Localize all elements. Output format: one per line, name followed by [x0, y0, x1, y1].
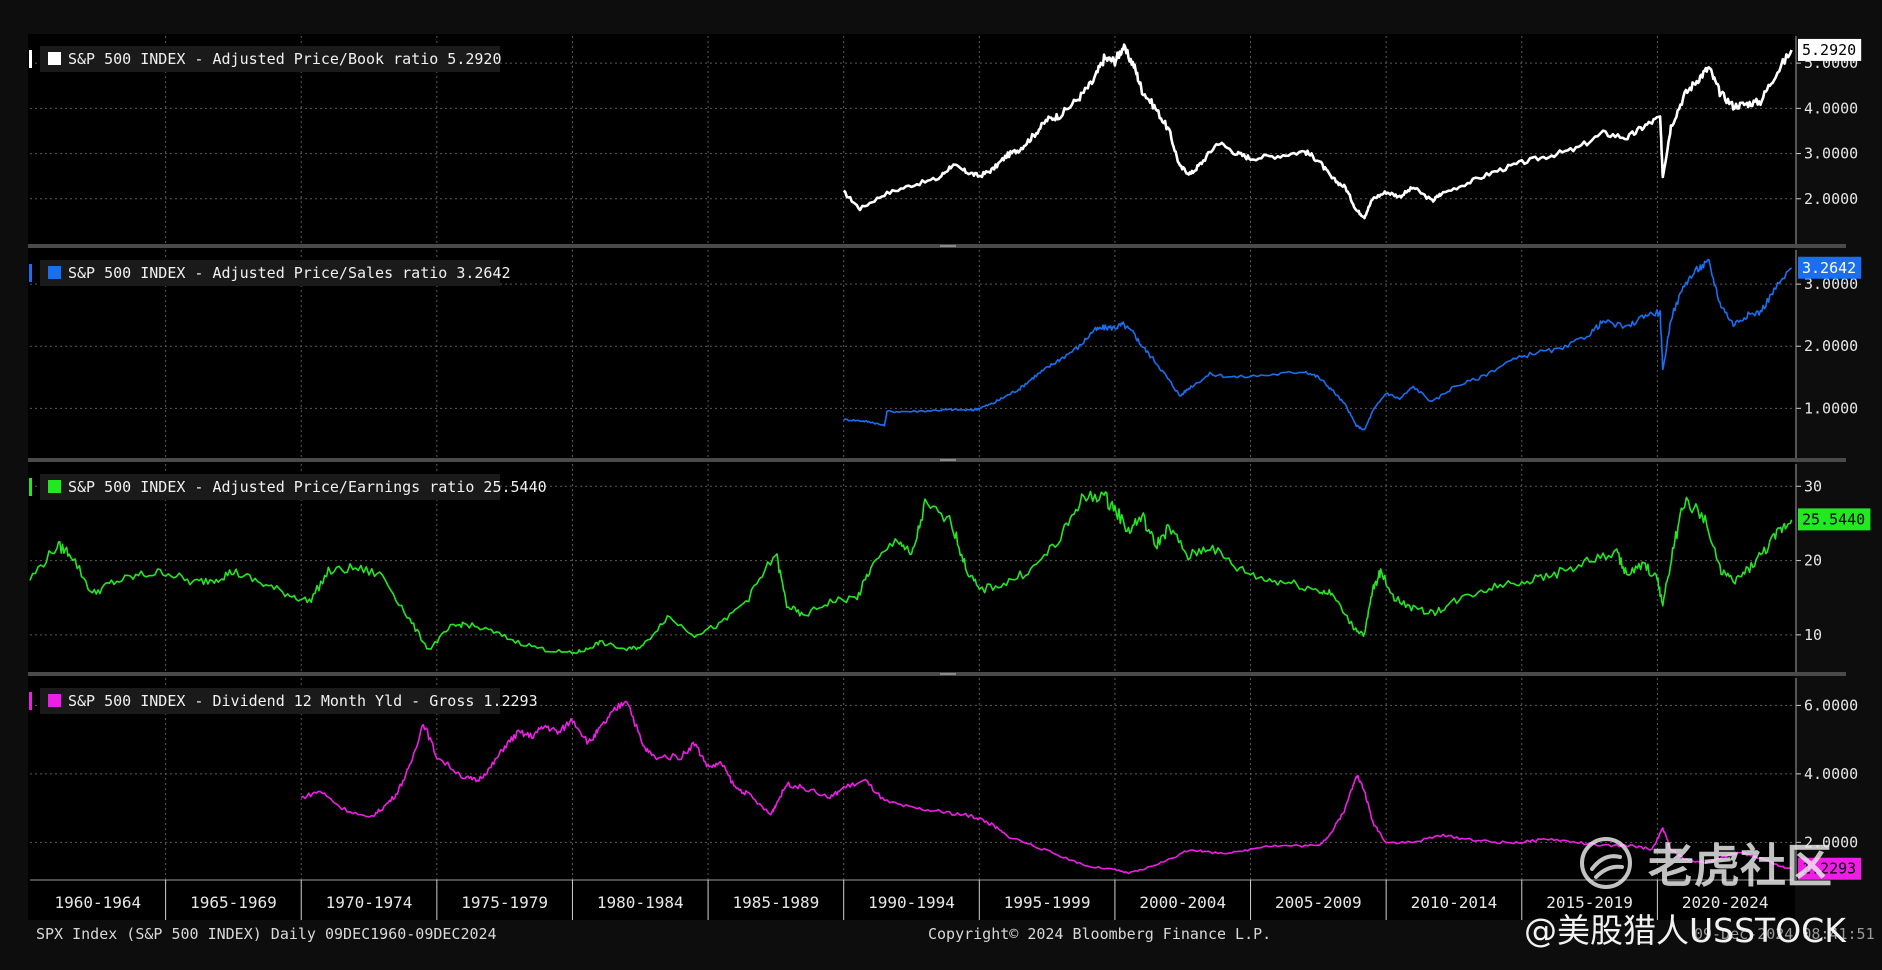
- y-tick-label: 1.0000: [1804, 399, 1858, 417]
- legend-box: [40, 46, 500, 72]
- y-tick-label: 3.0000: [1804, 275, 1858, 293]
- x-tick-label: 2005-2009: [1275, 893, 1362, 912]
- x-tick-label: 1995-1999: [1004, 893, 1091, 912]
- left-edge-marker: [29, 264, 32, 282]
- y-tick-label: 6.0000: [1804, 696, 1858, 714]
- panel-resize-grip: [940, 459, 956, 461]
- footer-timestamp: 09-Dec-2024 08:41:51: [1694, 925, 1875, 943]
- panel-4: 2.0000 4.0000 6.0000 S&P 500 INDEX - Divide…: [29, 678, 1862, 880]
- legend-box: [40, 688, 500, 714]
- last-value-badge: [1798, 857, 1862, 880]
- footer-copyright: Copyright© 2024 Bloomberg Finance L.P.: [928, 925, 1272, 943]
- left-edge-marker: [29, 50, 32, 68]
- y-tick-label: 3.0000: [1804, 145, 1858, 163]
- legend-title: S&P 500 INDEX - Adjusted Price/Earnings …: [68, 478, 547, 496]
- legend-title: S&P 500 INDEX - Adjusted Price/Sales rat…: [68, 264, 511, 282]
- legend-swatch: [48, 52, 61, 65]
- panel-separator: [28, 244, 1846, 248]
- left-edge-marker: [29, 478, 32, 496]
- y-tick-label: 10: [1804, 626, 1822, 644]
- series-line: [842, 43, 1793, 220]
- y-tick-label: 30: [1804, 477, 1822, 495]
- y-tick-label: 20: [1804, 552, 1822, 570]
- last-value-label: 1.2293: [1802, 860, 1856, 878]
- legend-title: S&P 500 INDEX - Adjusted Price/Book rati…: [68, 50, 501, 68]
- panel-resize-grip: [940, 673, 956, 675]
- x-tick-label: 1985-1989: [733, 893, 820, 912]
- x-axis: 1960-1964 1965-1969 1970-1974 1975-1979 1980…: [30, 879, 1793, 920]
- y-tick-label: 4.0000: [1804, 765, 1858, 783]
- last-value-badge: [1798, 38, 1862, 61]
- legend-swatch: [48, 480, 61, 493]
- x-tick-label: 2010-2014: [1411, 893, 1498, 912]
- x-tick-label: 1980-1984: [597, 893, 684, 912]
- last-value-label: 3.2642: [1802, 259, 1856, 277]
- panel-3: 10 20 30 S&P 500 INDEX - Adjusted Price/Ear…: [28, 464, 1871, 676]
- panel-separator: [28, 458, 1846, 462]
- footer-security-info: SPX Index (S&P 500 INDEX) Daily 09DEC196…: [36, 925, 497, 943]
- legend-box: [40, 260, 500, 286]
- x-tick-label: 2015-2019: [1546, 893, 1633, 912]
- watermark-author: @美股猎人USSTOCK: [1524, 911, 1846, 950]
- x-tick-label: 2000-2004: [1139, 893, 1226, 912]
- panel-separator: [28, 672, 1846, 676]
- x-tick-label: 1965-1969: [190, 893, 277, 912]
- legend-swatch: [48, 266, 61, 279]
- legend-title: S&P 500 INDEX - Dividend 12 Month Yld - …: [68, 692, 538, 710]
- watermark-community: 老虎社区: [1578, 830, 1832, 896]
- x-tick-label: 1975-1979: [461, 893, 548, 912]
- series-line: [843, 258, 1793, 431]
- legend-swatch: [48, 694, 61, 707]
- left-edge-marker: [29, 692, 32, 710]
- series-line: [300, 700, 1793, 875]
- last-value-badge: [1798, 256, 1862, 279]
- panel-resize-grip: [940, 245, 956, 247]
- last-value-badge: [1798, 508, 1871, 531]
- x-tick-label: 1990-1994: [868, 893, 955, 912]
- x-tick-label: 2020-2024: [1682, 893, 1769, 912]
- panel-2: 1.0000 2.0000 3.0000 S&P 500 INDEX - Adjust…: [28, 250, 1862, 462]
- series-line: [29, 490, 1793, 655]
- x-tick-label: 1960-1964: [54, 893, 141, 912]
- y-tick-label: 2.0000: [1804, 337, 1858, 355]
- y-tick-label: 2.0000: [1804, 833, 1858, 851]
- x-tick-label: 1970-1974: [326, 893, 413, 912]
- tiger-logo-icon: [1580, 837, 1632, 889]
- y-tick-label: 4.0000: [1804, 99, 1858, 117]
- y-tick-label: 2.0000: [1804, 190, 1858, 208]
- last-value-label: 5.2920: [1802, 41, 1856, 59]
- last-value-label: 25.5440: [1802, 510, 1865, 528]
- watermark-community-text: 老虎社区: [1648, 839, 1832, 893]
- legend-box: [40, 474, 500, 500]
